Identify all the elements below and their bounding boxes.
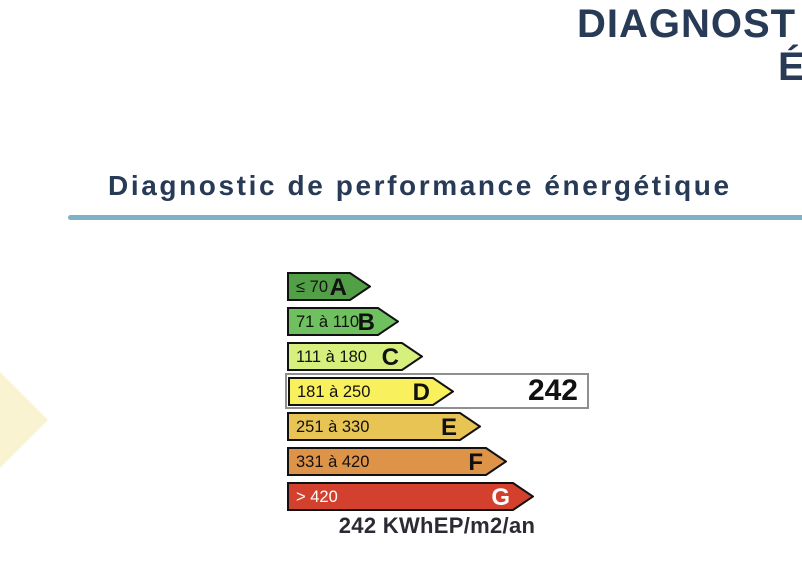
section-underline: [68, 215, 802, 220]
band-range-label: 71 à 110: [296, 313, 359, 331]
chart-caption: 242 KWhEP/m2/an: [338, 513, 536, 538]
band-range-label: 111 à 180: [296, 348, 367, 366]
section-title: Diagnostic de performance énergétique: [108, 170, 732, 201]
band-letter: F: [468, 449, 483, 476]
band-arrow-c: [287, 342, 423, 371]
page-title-line2: É: [778, 45, 802, 89]
band-arrow-b: [287, 307, 399, 336]
band-letter: C: [382, 344, 399, 371]
band-letter: B: [358, 309, 375, 336]
band-row-a: ≤ 70 A: [287, 272, 371, 301]
band-letter: D: [413, 379, 430, 406]
band-row-e: 251 à 330 E: [287, 412, 481, 441]
band-range-label: ≤ 70: [296, 278, 328, 296]
band-row-b: 71 à 110 B: [287, 307, 399, 336]
band-row-c: 111 à 180 C: [287, 342, 423, 371]
band-row-f: 331 à 420 F: [287, 447, 507, 476]
band-range-label: 181 à 250: [297, 383, 370, 401]
selected-value: 242: [527, 374, 578, 407]
band-letter: G: [491, 484, 510, 511]
decorative-triangle: [0, 372, 48, 468]
band-arrow-d: [288, 376, 454, 406]
page-title-line1: DIAGNOST: [577, 2, 797, 46]
band-range-label: 331 à 420: [296, 453, 369, 471]
decorative-triangle-shape: [0, 372, 48, 468]
band-arrow-g: [287, 482, 534, 511]
band-letter: A: [330, 274, 347, 301]
band-arrow-e: [287, 412, 481, 441]
selected-band-box: 181 à 250 D 242: [285, 373, 589, 409]
band-arrow-f: [287, 447, 507, 476]
band-range-label: > 420: [296, 488, 338, 506]
band-arrow-a: [287, 272, 371, 301]
band-row-g: > 420 G: [287, 482, 534, 511]
band-range-label: 251 à 330: [296, 418, 369, 436]
band-row-d: 181 à 250 D: [288, 376, 454, 406]
band-letter: E: [441, 414, 457, 441]
